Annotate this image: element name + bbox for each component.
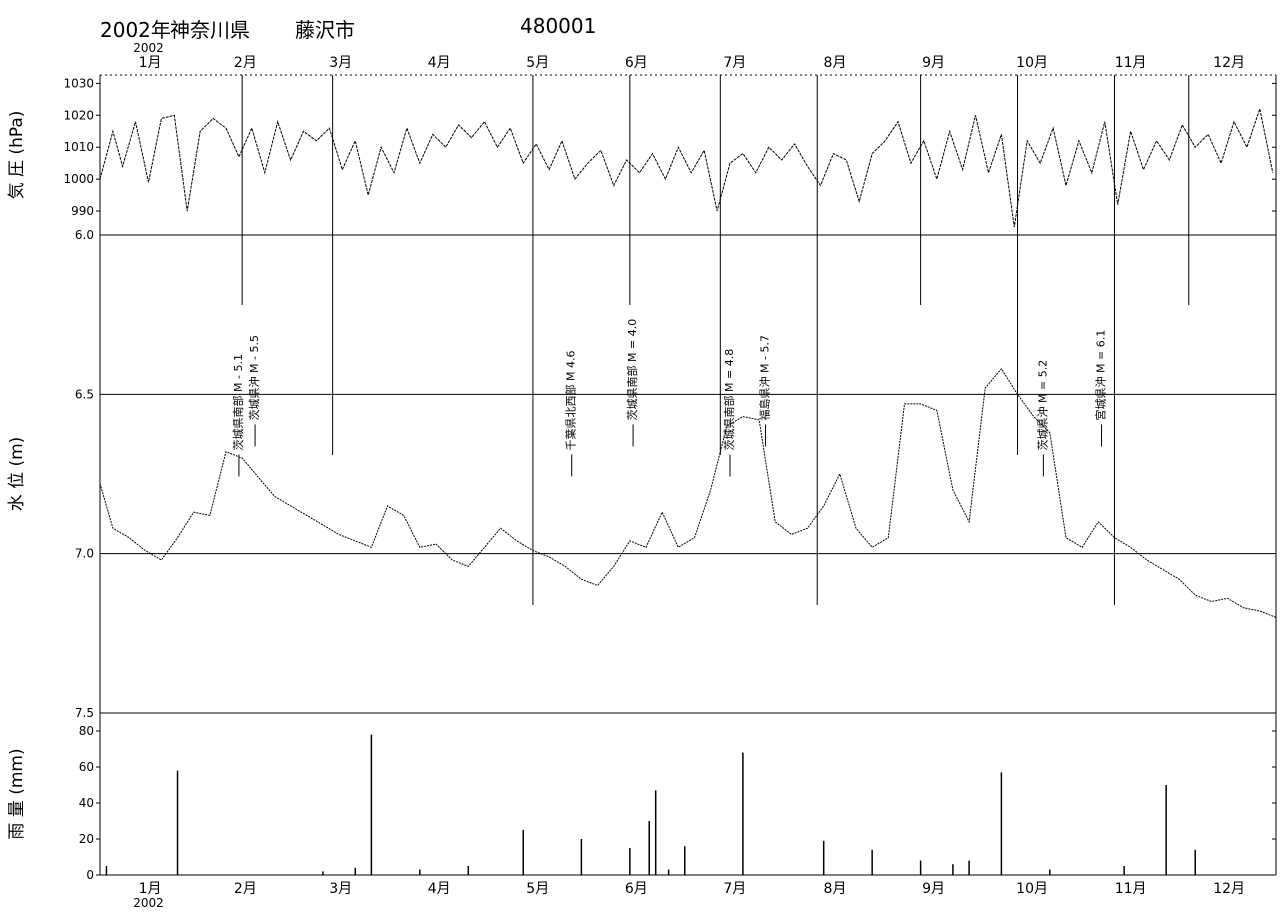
earthquake-label: 千葉県北西部 M 4.6 <box>564 350 578 450</box>
water-level-tick-label: 6.5 <box>75 387 94 401</box>
month-label-top: 4月 <box>428 55 451 71</box>
month-label-top: 8月 <box>824 55 847 71</box>
month-label-top: 11月 <box>1115 55 1147 71</box>
header-city: 藤沢市 <box>295 18 355 42</box>
month-label-top: 7月 <box>723 55 746 71</box>
month-label-bottom: 4月 <box>428 881 451 897</box>
month-label-bottom: 6月 <box>625 881 648 897</box>
rainfall-tick-label: 40 <box>79 796 94 810</box>
pressure-axis-label: 気 圧 (hPa) <box>7 111 27 200</box>
earthquake-label: 茨城県南部 M = 4.0 <box>625 319 639 421</box>
month-label-top: 1月 <box>139 55 162 71</box>
earthquake-label: 福島県沖 M - 5.7 <box>758 335 772 420</box>
month-label-bottom: 1月 <box>139 881 162 897</box>
earthquake-label: 茨城県沖 M - 5.5 <box>247 335 261 420</box>
month-label-bottom: 8月 <box>824 881 847 897</box>
month-label-bottom: 3月 <box>329 881 352 897</box>
water-level-tick-label: 6.0 <box>75 228 94 242</box>
pressure-tick-label: 1000 <box>63 172 94 186</box>
water-level-tick-label: 7.5 <box>75 706 94 720</box>
month-label-bottom: 2月 <box>234 881 257 897</box>
rainfall-axis-label: 雨 量 (mm) <box>7 748 27 839</box>
header-station-id: 480001 <box>520 14 597 38</box>
pressure-tick-label: 990 <box>71 204 94 218</box>
year-label-top: 2002 <box>133 41 164 55</box>
month-label-bottom: 12月 <box>1213 881 1245 897</box>
month-label-top: 6月 <box>625 55 648 71</box>
month-label-bottom: 11月 <box>1115 881 1147 897</box>
rainfall-tick-label: 20 <box>79 832 94 846</box>
pressure-tick-label: 1030 <box>63 76 94 90</box>
month-label-top: 2月 <box>234 55 257 71</box>
month-label-top: 9月 <box>922 55 945 71</box>
header-prefecture: 神奈川県 <box>170 18 250 42</box>
earthquake-label: 茨城県沖 M = 5.2 <box>1035 360 1049 451</box>
water-level-tick-label: 7.0 <box>75 547 94 561</box>
chart-header: 2002年 神奈川県 藤沢市 480001 <box>0 0 1286 42</box>
pressure-tick-label: 1020 <box>63 108 94 122</box>
header-year: 2002年 <box>100 18 171 42</box>
month-label-top: 5月 <box>526 55 549 71</box>
month-label-top: 12月 <box>1213 55 1245 71</box>
rainfall-tick-label: 80 <box>79 724 94 738</box>
month-label-bottom: 10月 <box>1016 881 1048 897</box>
earthquake-label: 宮城県沖 M = 6.1 <box>1094 330 1108 421</box>
year-label-bottom: 2002 <box>133 896 164 910</box>
pressure-series-line <box>99 106 1274 228</box>
month-label-bottom: 9月 <box>922 881 945 897</box>
month-label-top: 10月 <box>1016 55 1048 71</box>
earthquake-label: 茨城県南部 M - 5.1 <box>231 354 245 450</box>
pressure-tick-label: 1010 <box>63 140 94 154</box>
month-label-top: 3月 <box>329 55 352 71</box>
water-level-axis-label: 水 位 (m) <box>7 437 27 512</box>
rainfall-tick-label: 0 <box>86 868 94 882</box>
month-label-bottom: 5月 <box>526 881 549 897</box>
month-label-bottom: 7月 <box>723 881 746 897</box>
earthquake-label: 茨城県南部 M = 4.8 <box>722 349 736 451</box>
rainfall-tick-label: 60 <box>79 760 94 774</box>
water-level-series-line <box>99 367 1277 618</box>
